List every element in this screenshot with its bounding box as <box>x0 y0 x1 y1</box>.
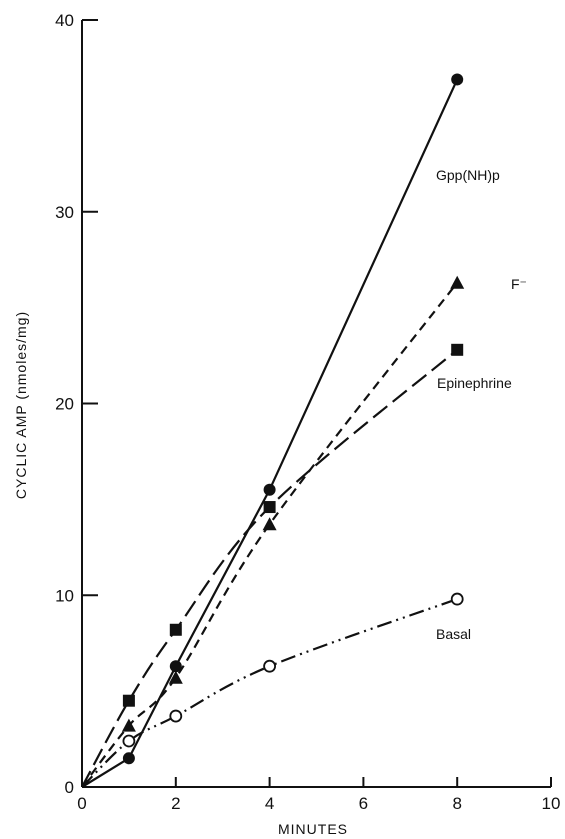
x-tick-label-5: 10 <box>542 794 561 813</box>
series-1-point-3 <box>262 517 277 531</box>
series-labels: Gpp(NH)p F⁻ Epinephrine Basal <box>436 167 527 642</box>
series-0-point-1 <box>122 752 135 765</box>
series-line-3 <box>81 598 458 788</box>
series-2-point-3 <box>263 501 276 514</box>
series-1-point-2 <box>168 670 183 684</box>
series-markers <box>121 73 465 765</box>
y-tick-label-4: 40 <box>55 11 74 30</box>
y-axis-title: CYCLIC AMP (nmoles/mg) <box>13 311 29 499</box>
series-2-point-1 <box>122 694 135 707</box>
series-3-point-3 <box>263 659 277 673</box>
y-tick-label-1: 10 <box>55 586 74 605</box>
series-2-point-4 <box>451 343 464 356</box>
series-line-1 <box>81 282 459 788</box>
x-tick-label-4: 8 <box>452 794 461 813</box>
y-tick-label-2: 20 <box>55 395 74 414</box>
series-0-point-3 <box>263 483 276 496</box>
series-lines <box>81 78 459 788</box>
y-tick-label-0: 0 <box>65 778 74 797</box>
ticks: 0 2 4 6 8 10 0 10 20 30 40 <box>55 11 560 813</box>
series-2-point-2 <box>169 623 182 636</box>
series-3-point-2 <box>169 709 183 723</box>
series-3-point-1 <box>122 734 136 748</box>
series-3-point-4 <box>450 592 464 606</box>
x-tick-label-3: 6 <box>359 794 368 813</box>
series-line-0 <box>81 78 459 788</box>
y-tick-label-3: 30 <box>55 203 74 222</box>
x-tick-label-2: 4 <box>265 794 274 813</box>
series-label-0: Gpp(NH)p <box>436 167 500 183</box>
series-0-point-4 <box>451 73 464 86</box>
series-0-point-2 <box>169 660 182 673</box>
series-1-point-1 <box>121 718 136 732</box>
x-axis-title: MINUTES <box>278 821 348 837</box>
x-tick-label-0: 0 <box>77 794 86 813</box>
series-label-1: F⁻ <box>511 276 527 292</box>
x-tick-label-1: 2 <box>171 794 180 813</box>
series-label-3: Basal <box>436 626 471 642</box>
axes <box>81 20 551 788</box>
series-1-point-4 <box>450 275 465 289</box>
series-label-2: Epinephrine <box>437 375 512 391</box>
series-line-2 <box>81 348 458 788</box>
